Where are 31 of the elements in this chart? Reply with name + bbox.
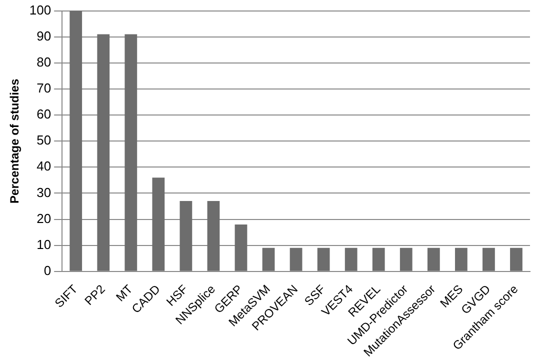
y-tick-label: 30 (36, 184, 52, 200)
y-tick-label: 90 (36, 28, 52, 44)
bar (344, 248, 358, 271)
x-tick-label: MT (113, 282, 136, 304)
y-tick-label: 40 (36, 158, 52, 174)
bar (234, 224, 248, 271)
bar (180, 201, 192, 271)
bar (400, 248, 412, 271)
y-tick-label: 50 (36, 132, 52, 148)
bar (152, 178, 165, 271)
y-tick-label: 0 (44, 262, 52, 278)
y-tick-label: 10 (36, 236, 52, 252)
bar (70, 10, 82, 271)
bar (207, 201, 220, 271)
bar (262, 248, 275, 271)
y-tick-label: 60 (36, 106, 52, 122)
bar (124, 34, 138, 271)
y-tick-label: 70 (36, 80, 52, 96)
y-tick-label: 80 (36, 54, 52, 70)
y-tick-label: 100 (29, 2, 52, 18)
bar (510, 248, 522, 271)
bar (317, 248, 330, 271)
y-axis-title: Percentage of studies (8, 78, 22, 204)
y-tick-label: 20 (36, 210, 52, 226)
bar (454, 248, 468, 271)
bar (482, 248, 495, 271)
x-tick-label: PP2 (82, 282, 108, 308)
bar (372, 248, 385, 271)
bar (97, 34, 110, 271)
bar (290, 248, 302, 271)
bar (427, 248, 440, 271)
